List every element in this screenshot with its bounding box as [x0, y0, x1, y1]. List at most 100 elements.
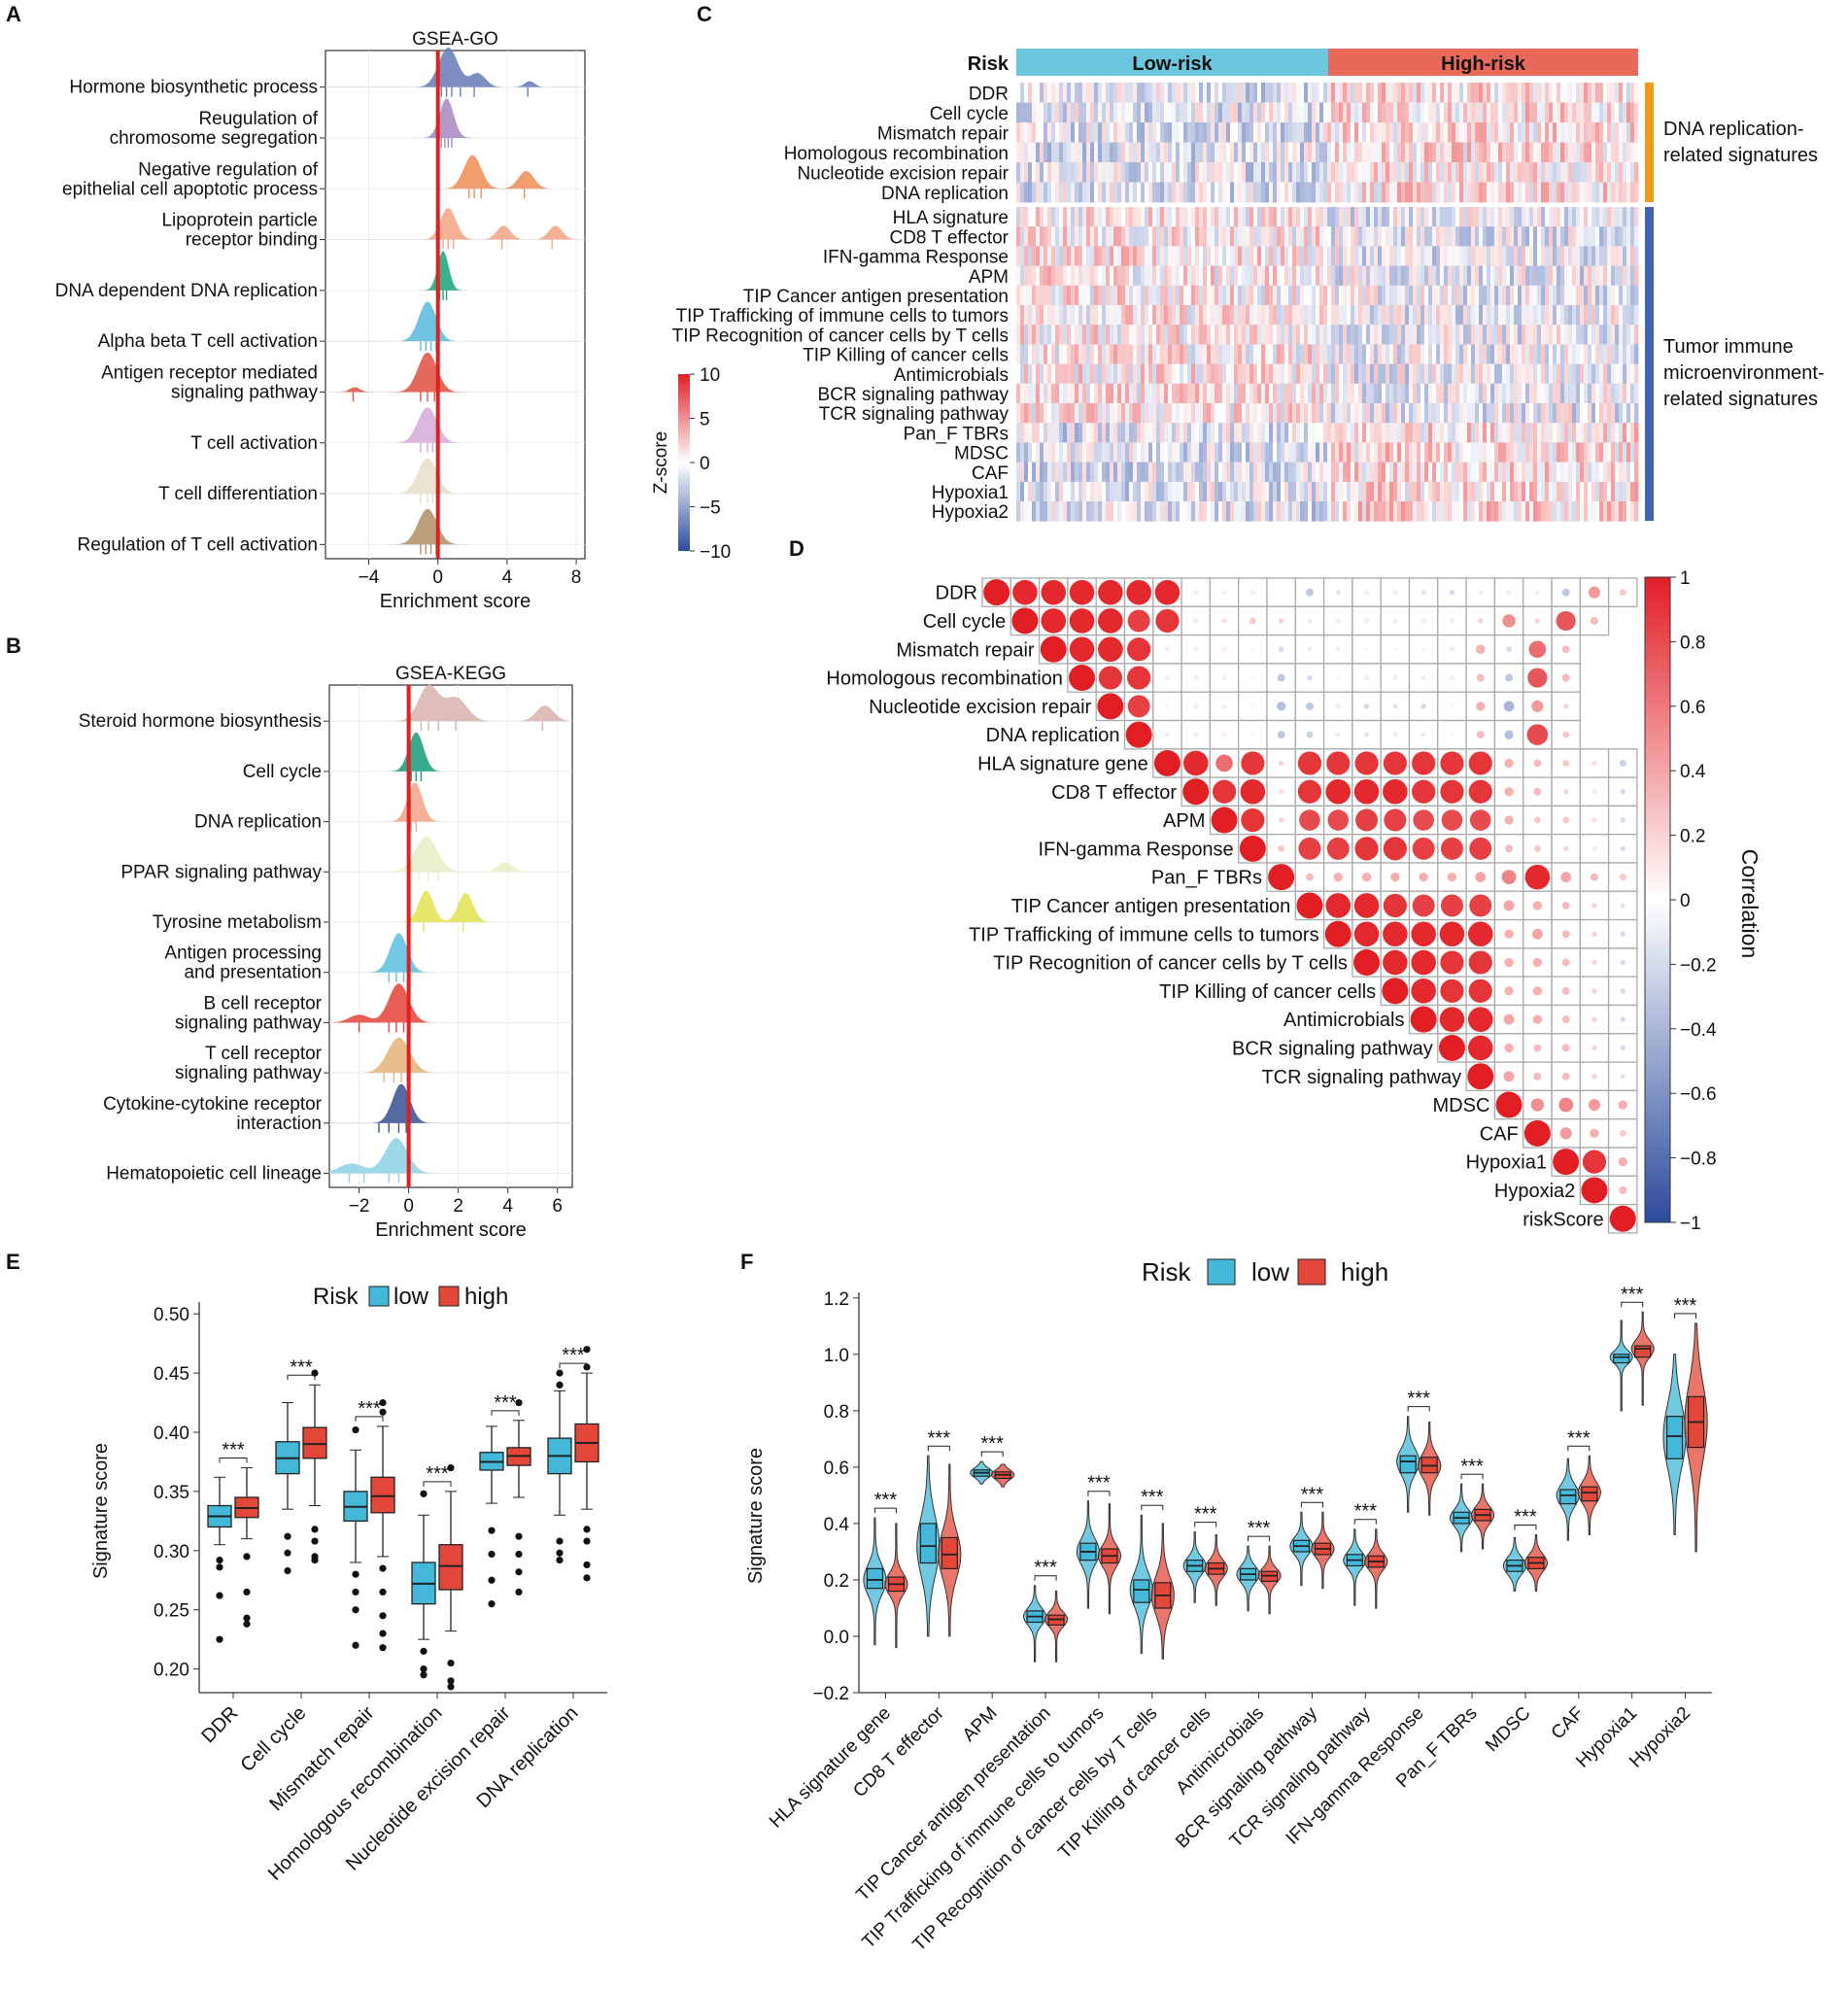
heatmap-cell: [1125, 383, 1130, 404]
heatmap-cell: [1075, 102, 1079, 123]
heatmap-cell: [1588, 162, 1592, 183]
sig-bracket: [1353, 1519, 1377, 1525]
heatmap-cell: [1078, 403, 1083, 424]
heatmap-cell: [1619, 325, 1624, 345]
heatmap-cell: [1051, 142, 1056, 163]
heatmap-cell: [1514, 182, 1519, 203]
heatmap-cell: [1288, 383, 1293, 404]
heatmap-cell: [1284, 265, 1289, 287]
heatmap-cell: [1603, 83, 1608, 103]
heatmap-cell: [1238, 442, 1243, 463]
heatmap-row-label: IFN-gamma Response: [823, 248, 1009, 268]
heatmap-cell: [1094, 325, 1099, 345]
heatmap-cell: [1032, 325, 1037, 345]
heatmap-cell: [1428, 305, 1433, 326]
heatmap-cell: [1199, 383, 1204, 404]
heatmap-cell: [1098, 162, 1103, 183]
heatmap-cell: [1156, 207, 1161, 227]
heatmap-cell: [1028, 102, 1033, 123]
heatmap-cell: [1483, 265, 1488, 287]
heatmap-cell: [1506, 182, 1511, 203]
heatmap-cell: [1257, 182, 1262, 203]
heatmap-cell: [1397, 442, 1402, 463]
heatmap-cell: [1242, 501, 1247, 522]
heatmap-cell: [1292, 442, 1297, 463]
heatmap-cell: [1230, 207, 1235, 227]
heatmap-cell: [1277, 462, 1282, 483]
heatmap-cell: [1284, 285, 1289, 306]
heatmap-cell: [1533, 285, 1538, 306]
heatmap-cell: [1110, 182, 1114, 203]
heatmap-cell: [1036, 83, 1041, 103]
heatmap-cell: [1047, 344, 1052, 364]
heatmap-cell: [1549, 481, 1554, 502]
heatmap-cell: [1040, 207, 1044, 227]
heatmap-cell: [1129, 481, 1134, 502]
heatmap-cell: [1218, 142, 1223, 163]
heatmap-cell: [1475, 363, 1480, 385]
corr-dot: [1531, 928, 1543, 940]
heatmap-cell: [1257, 442, 1262, 463]
heatmap-cell: [1168, 246, 1173, 266]
heatmap-cell: [1490, 182, 1495, 203]
heatmap-cell: [1253, 285, 1258, 306]
heatmap-cell: [1386, 226, 1390, 247]
heatmap-cell: [1506, 325, 1511, 345]
heatmap-cell: [1634, 285, 1639, 306]
heatmap-cell: [1137, 305, 1142, 326]
heatmap-cell: [1129, 403, 1134, 424]
heatmap-cell: [1180, 325, 1184, 345]
heatmap-cell: [1281, 442, 1285, 463]
heatmap-cell: [1580, 442, 1585, 463]
heatmap-cell: [1238, 122, 1243, 143]
heatmap-cell: [1595, 462, 1600, 483]
heatmap-cell: [1428, 383, 1433, 404]
heatmap-cell: [1253, 182, 1258, 203]
heatmap-cell: [1471, 122, 1476, 143]
heatmap-cell: [1304, 305, 1309, 326]
heatmap-cell: [1269, 122, 1274, 143]
heatmap-cell: [1055, 265, 1060, 287]
heatmap-cell: [1261, 344, 1266, 364]
corr-dot: [1618, 1100, 1627, 1110]
heatmap-cell: [1580, 285, 1585, 306]
heatmap-cell: [1615, 423, 1620, 443]
heatmap-cell: [1518, 363, 1523, 385]
heatmap-cell: [1533, 325, 1538, 345]
heatmap-cell: [1487, 305, 1491, 326]
heatmap-cell: [1253, 383, 1258, 404]
heatmap-cell: [1199, 403, 1204, 424]
heatmap-cell: [1428, 265, 1433, 287]
heatmap-cell: [1281, 305, 1285, 326]
heatmap-cell: [1110, 481, 1114, 502]
heatmap-cell: [1510, 383, 1515, 404]
heatmap-cell: [1405, 226, 1410, 247]
heatmap-cell: [1564, 83, 1569, 103]
heatmap-cell: [1533, 246, 1538, 266]
heatmap-cell: [1389, 501, 1394, 522]
heatmap-cell: [1312, 481, 1317, 502]
corr-dot: [1440, 894, 1463, 917]
heatmap-cell: [1137, 246, 1142, 266]
outlier-point: [488, 1576, 496, 1584]
heatmap-cell: [1502, 305, 1507, 326]
heatmap-cell: [1020, 442, 1025, 463]
corr-dot: [1353, 949, 1381, 977]
heatmap-cell: [1405, 182, 1410, 203]
heatmap-cell: [1591, 481, 1596, 502]
heatmap-cell: [1207, 162, 1212, 183]
heatmap-cell: [1323, 142, 1328, 163]
corr-dot: [1278, 618, 1284, 624]
heatmap-cell: [1362, 305, 1367, 326]
heatmap-cell: [1218, 162, 1223, 183]
heatmap-cell: [1121, 403, 1126, 424]
heatmap-cell: [1253, 325, 1258, 345]
heatmap-cell: [1401, 102, 1406, 123]
heatmap-cell: [1560, 501, 1565, 522]
heatmap-cell: [1339, 226, 1344, 247]
corr-dot: [1277, 731, 1285, 739]
heatmap-cell: [1148, 265, 1153, 287]
corr-dot: [1476, 644, 1486, 654]
heatmap-cell: [1611, 305, 1616, 326]
